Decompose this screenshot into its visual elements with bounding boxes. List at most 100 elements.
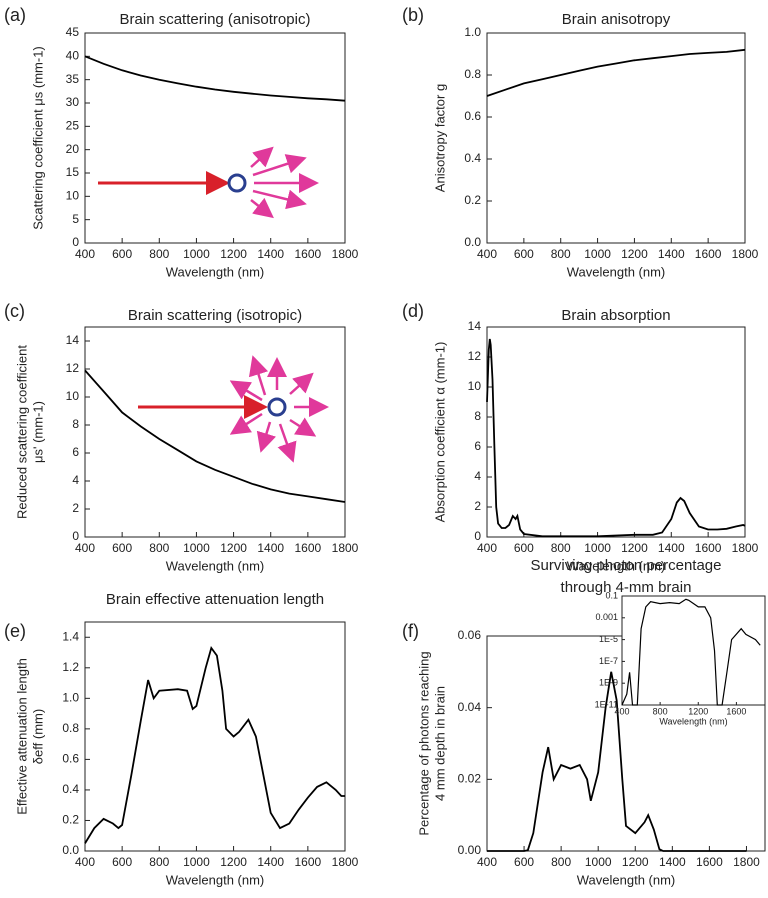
y-tick-label: 0.2 — [62, 813, 79, 827]
y-axis-label: μs' (mm-1) — [30, 401, 45, 463]
x-tick-label: 1200 — [220, 855, 247, 869]
y-tick-label: 1.4 — [62, 629, 79, 643]
y-tick-label: 45 — [66, 25, 80, 39]
x-tick-label: 800 — [149, 247, 169, 261]
x-axis-label: Wavelength (nm) — [166, 264, 265, 279]
x-tick-label: 400 — [477, 541, 497, 555]
chart-title: Surviving photon percentage — [531, 557, 722, 574]
x-tick-label: 1800 — [332, 541, 359, 555]
data-line — [486, 48, 746, 97]
x-tick-label: 600 — [112, 247, 132, 261]
y-tick-label: 1.0 — [62, 691, 79, 705]
y-axis-label: Reduced scattering coefficient — [14, 345, 29, 519]
x-tick-label: 400 — [75, 541, 95, 555]
y-tick-label: 15 — [66, 165, 80, 179]
y-tick-label: 8 — [474, 409, 481, 423]
y-tick-label: 1E-11 — [595, 699, 618, 709]
y-tick-label: 0 — [72, 529, 79, 543]
plot-frame — [84, 326, 346, 538]
x-tick-label: 1400 — [658, 247, 685, 261]
y-axis-label: Scattering coefficient μs (mm-1) — [30, 46, 45, 230]
y-tick-label: 20 — [66, 142, 80, 156]
plot-frame — [486, 32, 746, 244]
x-tick-label: 1200 — [621, 247, 648, 261]
y-tick-label: 0.4 — [62, 782, 79, 796]
x-axis-label: Wavelength (nm) — [659, 716, 727, 726]
x-tick-label: 800 — [149, 541, 169, 555]
y-tick-label: 6 — [474, 439, 481, 453]
chart-title: through 4-mm brain — [561, 579, 692, 596]
y-tick-label: 2 — [474, 499, 481, 513]
scatter-diagram-a — [98, 146, 319, 219]
x-tick-label: 800 — [149, 855, 169, 869]
y-axis-label: Absorption coefficient α (mm-1) — [432, 342, 447, 523]
panel-label: (c) — [4, 301, 25, 321]
y-tick-label: 14 — [66, 333, 80, 347]
y-tick-label: 10 — [66, 189, 80, 203]
y-tick-label: 0 — [474, 529, 481, 543]
y-tick-label: 0.1 — [605, 590, 618, 600]
data-line — [486, 338, 746, 538]
x-tick-label: 1600 — [695, 247, 722, 261]
x-axis-label: Wavelength (nm) — [166, 872, 265, 887]
y-tick-label: 0.2 — [464, 193, 481, 207]
chart-title: Brain anisotropy — [562, 11, 671, 28]
y-tick-label: 0.001 — [595, 612, 618, 622]
plot-frame — [486, 326, 746, 538]
x-tick-label: 1200 — [622, 855, 649, 869]
x-tick-label: 600 — [514, 855, 534, 869]
plot-frame — [84, 32, 346, 244]
x-tick-label: 1800 — [732, 541, 759, 555]
chart-title: Brain effective attenuation length — [106, 591, 324, 608]
y-tick-label: 0 — [72, 235, 79, 249]
x-tick-label: 600 — [112, 541, 132, 555]
y-tick-label: 0.6 — [464, 109, 481, 123]
x-tick-label: 1000 — [183, 247, 210, 261]
y-tick-label: 1.0 — [464, 25, 481, 39]
y-tick-label: 30 — [66, 95, 80, 109]
y-tick-label: 12 — [468, 349, 482, 363]
y-tick-label: 8 — [72, 417, 79, 431]
x-tick-label: 1600 — [295, 855, 322, 869]
y-tick-label: 1E-9 — [599, 678, 618, 688]
x-tick-label: 600 — [112, 855, 132, 869]
y-tick-label: 35 — [66, 72, 80, 86]
plot-frame — [621, 595, 766, 706]
y-tick-label: 1E-7 — [599, 656, 618, 666]
y-tick-label: 0.8 — [62, 721, 79, 735]
x-tick-label: 400 — [75, 247, 95, 261]
y-tick-label: 0.0 — [464, 235, 481, 249]
chart-title: Brain scattering (anisotropic) — [120, 11, 311, 28]
panel-label: (e) — [4, 621, 26, 641]
y-tick-label: 0.0 — [62, 843, 79, 857]
x-axis-label: Wavelength (nm) — [577, 872, 676, 887]
x-tick-label: 800 — [653, 706, 668, 716]
x-tick-label: 1600 — [695, 541, 722, 555]
x-tick-label: 1400 — [257, 247, 284, 261]
y-tick-label: 0.02 — [458, 772, 482, 786]
y-tick-label: 1.2 — [62, 660, 79, 674]
y-tick-label: 5 — [72, 212, 79, 226]
data-line — [84, 369, 346, 503]
chart-title: Brain absorption — [561, 307, 670, 324]
panel-label: (d) — [402, 301, 424, 321]
data-line — [487, 671, 747, 852]
y-tick-label: 12 — [66, 361, 80, 375]
y-axis-label: δeff (mm) — [30, 709, 45, 764]
y-axis-label: Percentage of photons reaching — [416, 651, 431, 835]
x-tick-label: 1600 — [726, 706, 746, 716]
x-tick-label: 600 — [514, 541, 534, 555]
x-tick-label: 1400 — [658, 541, 685, 555]
y-tick-label: 4 — [474, 469, 481, 483]
x-tick-label: 1400 — [659, 855, 686, 869]
y-tick-label: 0.00 — [458, 843, 482, 857]
x-axis-label: Wavelength (nm) — [166, 558, 265, 573]
x-axis-label: Wavelength (nm) — [567, 264, 666, 279]
y-axis-label: Anisotropy factor g — [432, 84, 447, 192]
data-line — [84, 55, 346, 102]
x-tick-label: 1600 — [295, 247, 322, 261]
y-tick-label: 25 — [66, 119, 80, 133]
x-tick-label: 800 — [551, 247, 571, 261]
chart-title: Brain scattering (isotropic) — [128, 307, 302, 324]
panel-label: (a) — [4, 5, 26, 25]
